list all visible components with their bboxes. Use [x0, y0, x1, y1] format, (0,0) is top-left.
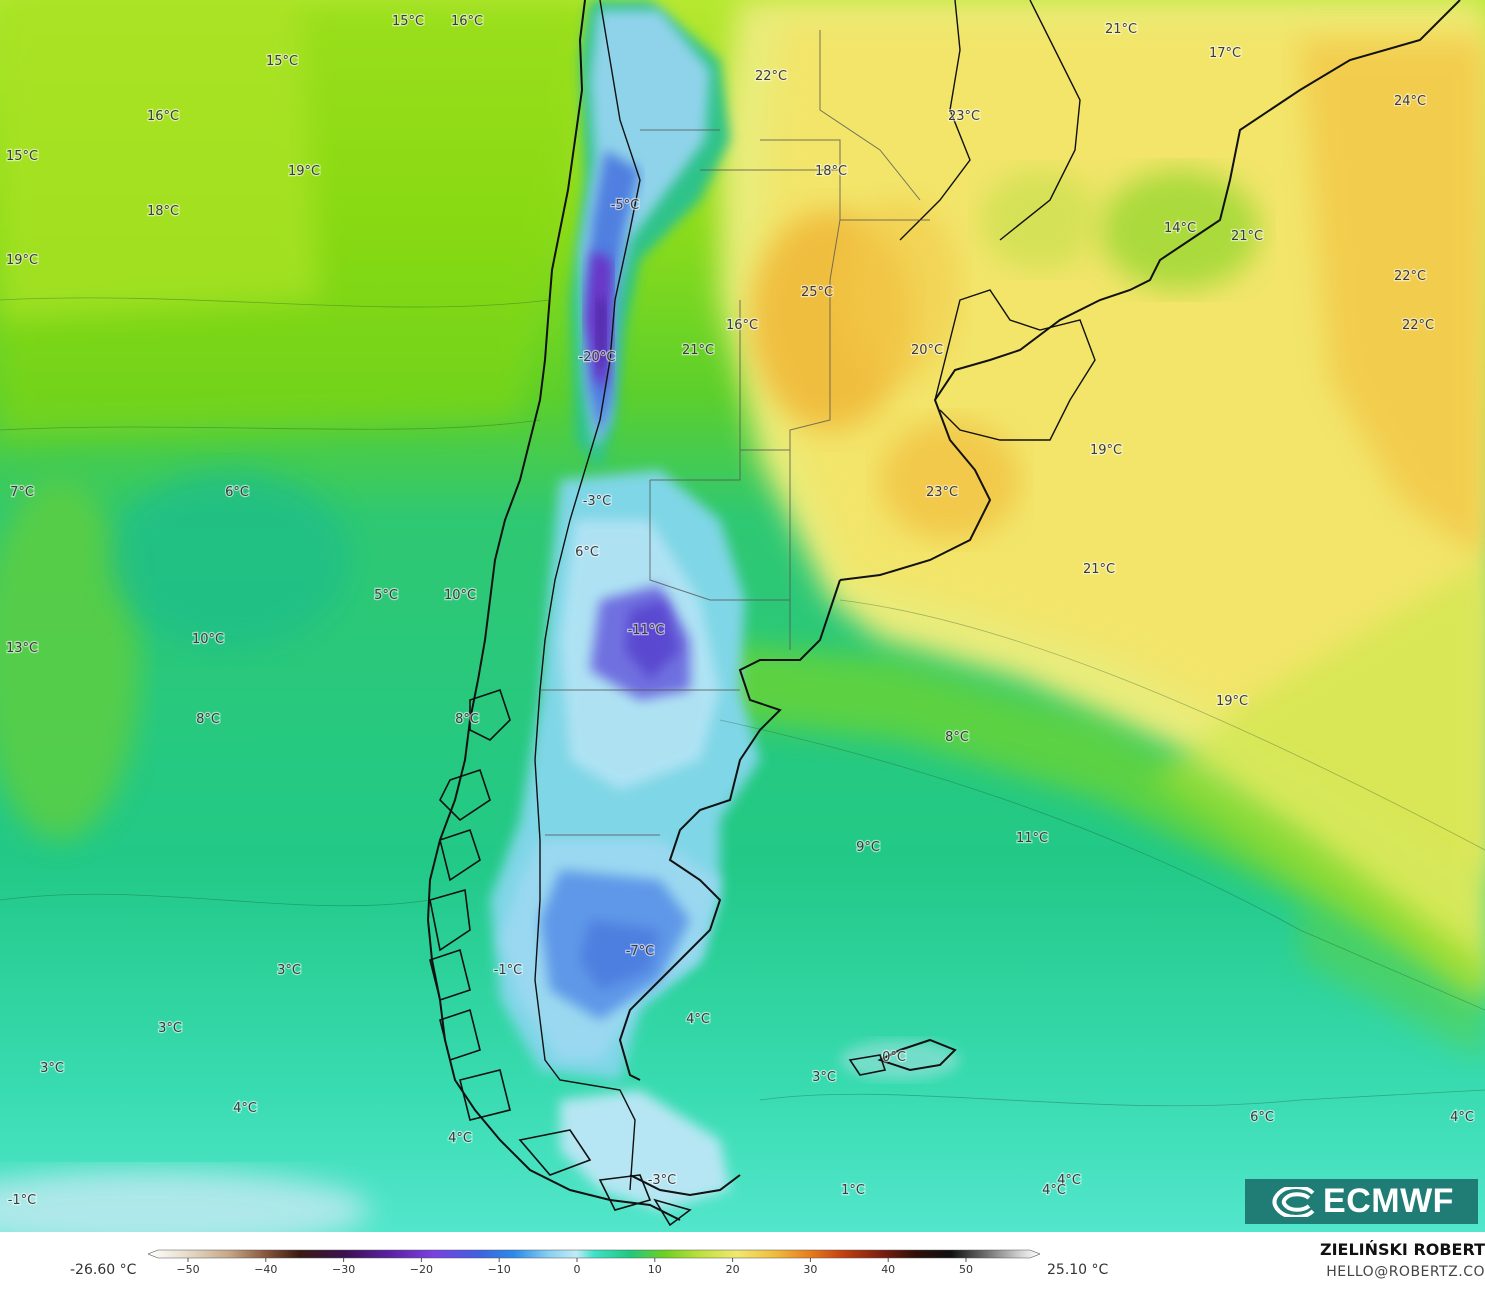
temp-label: 8°C	[455, 712, 479, 727]
temp-label: 4°C	[686, 1012, 710, 1027]
ecmwf-swirl-icon	[1272, 1186, 1315, 1217]
color-scale-bar: −50 −40 −30 −20 −10 0 10 20 30 40 50	[147, 1248, 1041, 1276]
temp-label: 16°C	[451, 14, 483, 29]
temperature-labels: 15°C 16°C 15°C 16°C 15°C 19°C 18°C 19°C 21°C 17°C…	[5, 13, 1475, 1209]
temp-label: 15°C	[266, 54, 298, 69]
scale-ticks: −50 −40 −30 −20 −10 0 10 20 30 40 50	[176, 1258, 973, 1276]
temp-label: 6°C	[225, 485, 249, 500]
temp-label: 24°C	[1394, 94, 1426, 109]
temp-label: 3°C	[40, 1061, 64, 1076]
temp-label: 6°C	[575, 545, 599, 560]
temp-label: 4°C	[1450, 1110, 1474, 1125]
temp-label: -3°C	[648, 1173, 677, 1188]
temp-label: 22°C	[1402, 318, 1434, 333]
temp-label: -7°C	[626, 944, 655, 959]
temp-label: -1°C	[8, 1193, 37, 1208]
temp-label: 19°C	[288, 164, 320, 179]
temp-label: 10°C	[192, 632, 224, 647]
temp-label: 21°C	[1231, 229, 1263, 244]
temp-label: 16°C	[147, 109, 179, 124]
temp-label: 4°C	[448, 1131, 472, 1146]
temp-label: -5°C	[611, 198, 640, 213]
scale-tick-label: −40	[254, 1263, 277, 1276]
temp-label: 20°C	[911, 343, 943, 358]
scale-tick-label: −30	[332, 1263, 355, 1276]
temp-label: 10°C	[444, 588, 476, 603]
temp-label: 4°C	[1042, 1183, 1066, 1198]
scale-tick-label: −20	[410, 1263, 433, 1276]
footer	[0, 1232, 1485, 1287]
temp-label: 6°C	[1250, 1110, 1274, 1125]
temp-label: 23°C	[926, 485, 958, 500]
temp-label: 15°C	[392, 14, 424, 29]
temp-label: 23°C	[948, 109, 980, 124]
temp-label: 7°C	[10, 485, 34, 500]
temp-label: 19°C	[1090, 443, 1122, 458]
temp-label: 21°C	[1083, 562, 1115, 577]
temp-label: 15°C	[6, 149, 38, 164]
temp-label: -20°C	[579, 350, 616, 365]
temp-label: 14°C	[1164, 221, 1196, 236]
temp-label: 8°C	[196, 712, 220, 727]
temp-label: 22°C	[1394, 269, 1426, 284]
temp-label: -3°C	[583, 494, 612, 509]
temp-label: 21°C	[682, 343, 714, 358]
temp-label: 11°C	[1016, 831, 1048, 846]
temp-label: -11°C	[628, 623, 665, 638]
temp-label: 8°C	[945, 730, 969, 745]
scale-tick-label: −10	[488, 1263, 511, 1276]
scale-tick-label: 20	[726, 1263, 740, 1276]
temp-label: 18°C	[147, 204, 179, 219]
temp-label: 1°C	[841, 1183, 865, 1198]
temp-label: 18°C	[815, 164, 847, 179]
temp-label: 3°C	[158, 1021, 182, 1036]
temp-label: 22°C	[755, 69, 787, 84]
temperature-map: 15°C 16°C 15°C 16°C 15°C 19°C 18°C 19°C 21°C 17°C…	[0, 0, 1485, 1232]
temp-label: 19°C	[6, 253, 38, 268]
temp-label: 5°C	[374, 588, 398, 603]
legend-max-label: 25.10 °C	[1047, 1262, 1109, 1278]
temp-label: 9°C	[856, 840, 880, 855]
temp-label: 21°C	[1105, 22, 1137, 37]
temp-label: 25°C	[801, 285, 833, 300]
scale-tick-label: −50	[176, 1263, 199, 1276]
color-scale: −50 −40 −30 −20 −10 0 10 20 30 40 50	[147, 1249, 1041, 1276]
temp-label: 4°C	[1057, 1173, 1081, 1188]
temp-label: 13°C	[6, 641, 38, 656]
temp-label: 3°C	[277, 963, 301, 978]
temp-label: 19°C	[1216, 694, 1248, 709]
legend-min-label: -26.60 °C	[70, 1262, 137, 1278]
temp-label: -1°C	[494, 963, 523, 978]
logo-text: ECMWF	[1323, 1182, 1454, 1220]
author-credit: ZIELIŃSKI ROBERT	[1319, 1240, 1485, 1259]
temp-label: 3°C	[812, 1070, 836, 1085]
temp-label: 4°C	[233, 1101, 257, 1116]
temp-label: 0°C	[882, 1050, 906, 1065]
scale-tick-label: 40	[881, 1263, 895, 1276]
scale-tick-label: 50	[959, 1263, 973, 1276]
temp-label: 16°C	[726, 318, 758, 333]
scale-tick-label: 30	[803, 1263, 817, 1276]
author-email: HELLO@ROBERTZ.CO	[1326, 1264, 1485, 1280]
ecmwf-logo: ECMWF	[1245, 1179, 1478, 1224]
scale-tick-label: 0	[574, 1263, 581, 1276]
scale-tick-label: 10	[648, 1263, 662, 1276]
temp-label: 17°C	[1209, 46, 1241, 61]
